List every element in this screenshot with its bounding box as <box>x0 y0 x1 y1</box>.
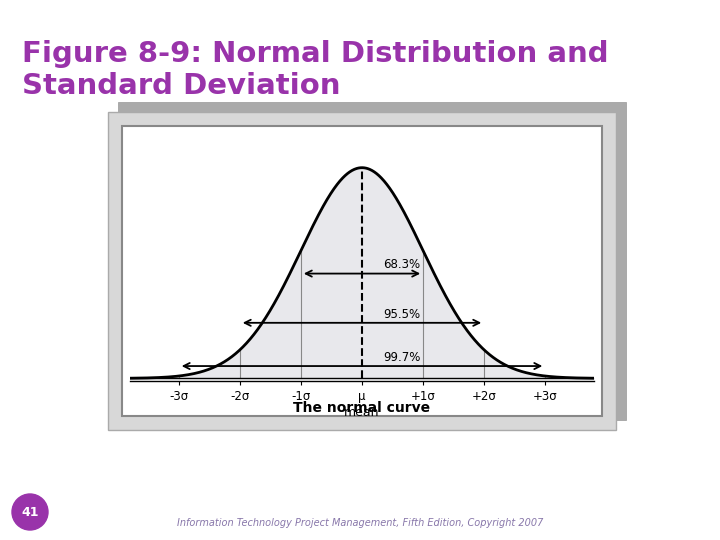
Text: 95.5%: 95.5% <box>383 308 420 321</box>
Text: Figure 8-9: Normal Distribution and: Figure 8-9: Normal Distribution and <box>22 40 608 68</box>
X-axis label: mean: mean <box>344 406 379 419</box>
Text: 99.7%: 99.7% <box>383 351 420 364</box>
Text: 68.3%: 68.3% <box>383 259 420 272</box>
Text: The normal curve: The normal curve <box>294 401 431 415</box>
Text: Standard Deviation: Standard Deviation <box>22 72 341 100</box>
FancyBboxPatch shape <box>122 126 602 416</box>
Text: 41: 41 <box>22 505 39 518</box>
FancyBboxPatch shape <box>108 112 616 430</box>
Text: Information Technology Project Management, Fifth Edition, Copyright 2007: Information Technology Project Managemen… <box>177 518 543 528</box>
FancyBboxPatch shape <box>118 102 626 420</box>
Circle shape <box>12 494 48 530</box>
